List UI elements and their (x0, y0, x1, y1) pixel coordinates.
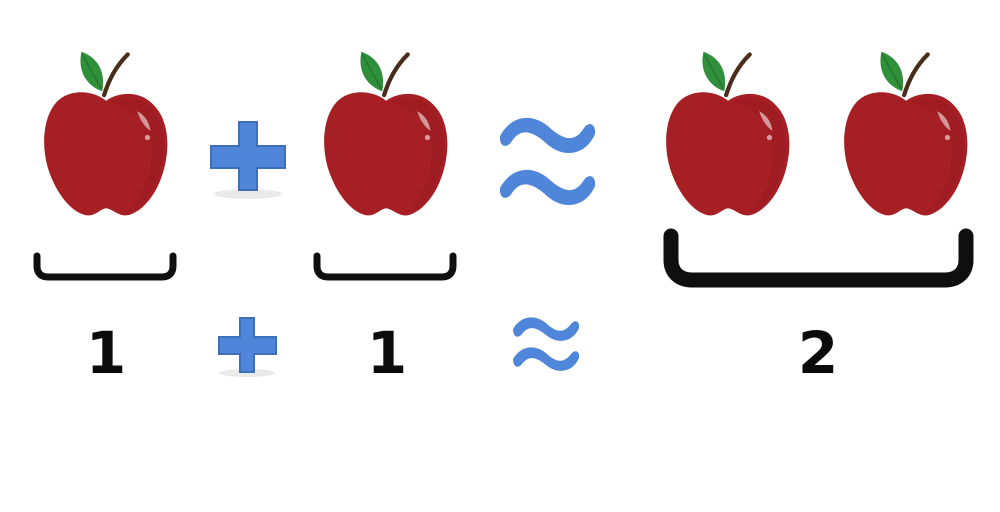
bracket-middle (313, 252, 457, 281)
pictorial-equation (44, 52, 967, 216)
left-number: 1 (85, 319, 127, 387)
apple-icon (666, 52, 789, 216)
numeric-equation-symbols (218, 317, 580, 377)
bracket-result (663, 228, 974, 288)
approximately-equal-icon (499, 117, 596, 206)
approximately-equal-icon (513, 317, 580, 371)
apple-icon (44, 52, 167, 216)
bracket-left (33, 252, 177, 281)
brackets (33, 228, 974, 288)
plus-icon (218, 317, 277, 377)
apple-icon (324, 52, 447, 216)
plus-icon (210, 121, 286, 199)
right-number: 1 (366, 319, 408, 387)
apple-icon (844, 52, 967, 216)
result-number: 2 (797, 319, 839, 387)
